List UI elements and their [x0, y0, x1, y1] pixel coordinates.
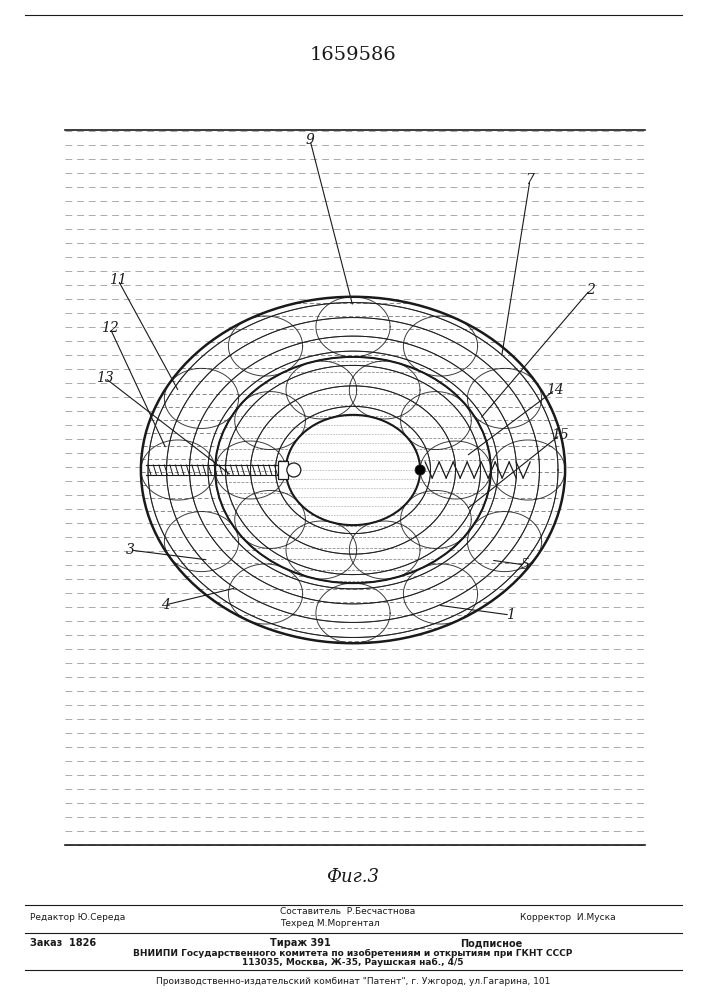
Text: 1659586: 1659586: [310, 46, 397, 64]
Text: 113035, Москва, Ж-35, Раушская наб., 4/5: 113035, Москва, Ж-35, Раушская наб., 4/5: [243, 957, 464, 967]
Text: 7: 7: [525, 173, 534, 187]
Text: Тираж 391: Тираж 391: [270, 938, 331, 948]
Circle shape: [287, 463, 301, 477]
Text: 1: 1: [506, 608, 515, 622]
Text: 12: 12: [101, 321, 119, 335]
Text: ВНИИПИ Государственного комитета по изобретениям и открытиям при ГКНТ СССР: ВНИИПИ Государственного комитета по изоб…: [134, 948, 573, 958]
Ellipse shape: [215, 357, 491, 583]
Circle shape: [415, 465, 425, 475]
Text: Фиг.3: Фиг.3: [327, 868, 380, 886]
Text: Корректор  И.Муска: Корректор И.Муска: [520, 914, 616, 922]
Text: Редактор Ю.Середа: Редактор Ю.Середа: [30, 914, 125, 922]
Ellipse shape: [286, 415, 420, 525]
Text: 2: 2: [585, 283, 595, 297]
Text: 9: 9: [305, 133, 315, 147]
Text: 4: 4: [160, 598, 170, 612]
Text: 14: 14: [546, 383, 564, 397]
Text: 13: 13: [96, 371, 114, 385]
Text: Производственно-издательский комбинат "Патент", г. Ужгород, ул.Гагарина, 101: Производственно-издательский комбинат "П…: [156, 978, 550, 986]
Text: 3: 3: [126, 543, 134, 557]
Text: 11: 11: [109, 273, 127, 287]
Ellipse shape: [141, 297, 565, 643]
Text: 5: 5: [520, 558, 530, 572]
Text: Составитель  Р.Бесчастнова: Составитель Р.Бесчастнова: [280, 908, 415, 916]
Text: Заказ  1826: Заказ 1826: [30, 938, 96, 948]
Text: Подписное: Подписное: [460, 938, 522, 948]
Text: Техред М.Моргентал: Техред М.Моргентал: [280, 920, 380, 928]
Bar: [278, 461, 288, 479]
Text: 15: 15: [551, 428, 569, 442]
